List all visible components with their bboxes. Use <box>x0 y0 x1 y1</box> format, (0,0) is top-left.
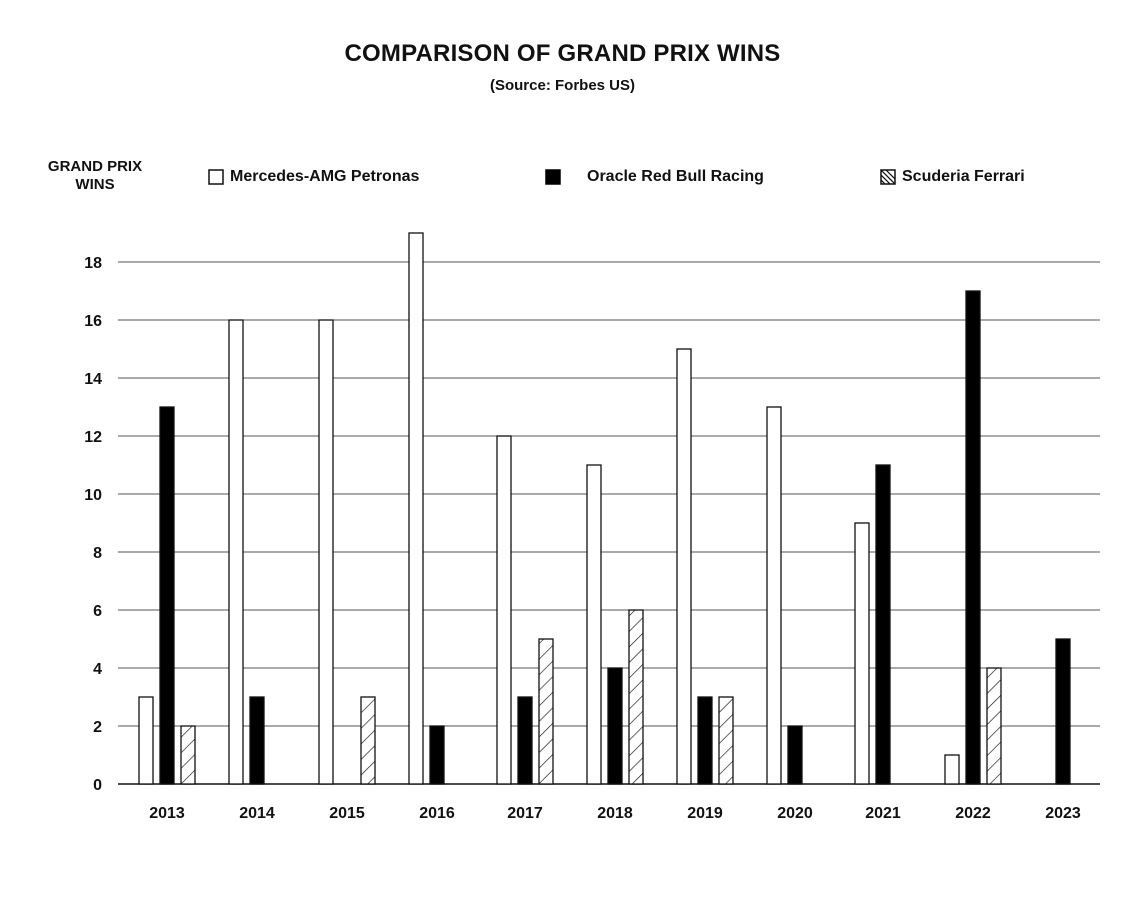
bar-mercedes-2018 <box>586 464 602 785</box>
legend-label-ferrari: Scuderia Ferrari <box>902 168 1025 185</box>
legend-label-mercedes: Mercedes-AMG Petronas <box>230 168 420 185</box>
legend-swatch-white <box>208 169 224 185</box>
x-tick-label: 2014 <box>239 805 275 822</box>
bar-ferrari-2019 <box>718 696 734 785</box>
x-tick-label: 2017 <box>507 805 543 822</box>
chart-title: COMPARISON OF GRAND PRIX WINS <box>344 40 781 67</box>
bar-mercedes-2013 <box>138 696 154 785</box>
bar-red-bull-2017 <box>517 696 533 785</box>
bar-mercedes-2021 <box>854 522 870 785</box>
bar-ferrari-2015 <box>360 696 376 785</box>
y-tick-label: 18 <box>84 255 102 272</box>
x-tick-label: 2018 <box>597 805 633 822</box>
y-tick-label: 4 <box>93 661 102 678</box>
x-tick-label: 2013 <box>149 805 185 822</box>
x-tick-label: 2019 <box>687 805 723 822</box>
bar-ferrari-2018 <box>628 609 644 785</box>
bar-red-bull-2016 <box>429 725 445 785</box>
bar-mercedes-2022 <box>944 754 960 785</box>
x-tick-label: 2015 <box>329 805 365 822</box>
bar-red-bull-2023 <box>1055 638 1071 785</box>
bar-ferrari-2017 <box>538 638 554 785</box>
y-tick-label: 2 <box>93 719 102 736</box>
bar-mercedes-2020 <box>766 406 782 785</box>
bar-mercedes-2019 <box>676 348 692 785</box>
y-tick-label: 0 <box>93 777 102 794</box>
y-tick-label: 8 <box>93 545 102 562</box>
x-tick-label: 2016 <box>419 805 455 822</box>
legend-label-red-bull: Oracle Red Bull Racing <box>587 168 764 185</box>
bar-red-bull-2014 <box>249 696 265 785</box>
bar-ferrari-2013 <box>180 725 196 785</box>
y-tick-label: 14 <box>84 371 102 388</box>
bar-red-bull-2022 <box>965 290 981 785</box>
legend-swatch-hatched <box>880 169 896 185</box>
legend-item-mercedes: Mercedes-AMG Petronas <box>208 168 419 186</box>
x-tick-label: 2022 <box>955 805 991 822</box>
bar-mercedes-2016 <box>408 232 424 785</box>
bar-red-bull-2021 <box>875 464 891 785</box>
y-tick-label: 12 <box>84 429 102 446</box>
y-tick-label: 16 <box>84 313 102 330</box>
x-tick-label: 2021 <box>865 805 901 822</box>
legend-swatch-black <box>545 169 561 185</box>
chart-subtitle: (Source: Forbes US) <box>489 77 636 94</box>
bar-red-bull-2013 <box>159 406 175 785</box>
legend-item-ferrari: Scuderia Ferrari <box>880 168 1025 186</box>
x-tick-label: 2023 <box>1045 805 1081 822</box>
bar-mercedes-2015 <box>318 319 334 785</box>
bar-red-bull-2019 <box>697 696 713 785</box>
legend-item-red-bull: Oracle Red Bull Racing <box>545 168 764 186</box>
bar-red-bull-2020 <box>787 725 803 785</box>
y-tick-label: 10 <box>84 487 102 504</box>
y-tick-label: 6 <box>93 603 102 620</box>
x-tick-label: 2020 <box>777 805 813 822</box>
bar-mercedes-2014 <box>228 319 244 785</box>
y-axis-label: GRAND PRIX WINS <box>47 158 143 193</box>
bar-red-bull-2018 <box>607 667 623 785</box>
bar-ferrari-2022 <box>986 667 1002 785</box>
bar-mercedes-2017 <box>496 435 512 785</box>
